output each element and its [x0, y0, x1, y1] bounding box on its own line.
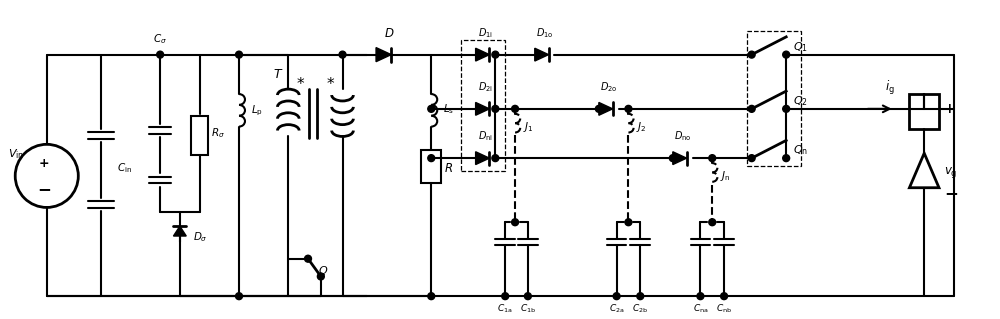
Text: −: −: [944, 184, 958, 202]
Bar: [191, 116, 208, 155]
Text: +: +: [38, 157, 49, 170]
Polygon shape: [476, 102, 489, 115]
Text: $D_{\rm no}$: $D_{\rm no}$: [674, 130, 691, 143]
Text: $D_{\rm 2i}$: $D_{\rm 2i}$: [478, 80, 493, 94]
Circle shape: [524, 293, 531, 300]
Text: $C_{\rm 2a}$: $C_{\rm 2a}$: [609, 302, 624, 315]
Circle shape: [428, 155, 435, 162]
Text: $J_{\rm n}$: $J_{\rm n}$: [720, 169, 731, 183]
Text: $C_{\rm 2b}$: $C_{\rm 2b}$: [632, 302, 648, 315]
Polygon shape: [173, 226, 186, 236]
Text: $Q$: $Q$: [318, 263, 328, 277]
Text: $R_\sigma$: $R_\sigma$: [211, 127, 225, 140]
Text: $D_{\rm 1i}$: $D_{\rm 1i}$: [478, 26, 493, 40]
Bar: [421, 150, 441, 183]
Text: $C_{\rm nb}$: $C_{\rm nb}$: [716, 302, 732, 315]
Polygon shape: [535, 48, 549, 61]
Bar: [461, 40, 505, 171]
Text: $R$: $R$: [444, 161, 453, 174]
Circle shape: [317, 273, 324, 280]
Circle shape: [613, 293, 620, 300]
Text: $C_{\rm 1a}$: $C_{\rm 1a}$: [497, 302, 513, 315]
Text: $V_{\rm in}$: $V_{\rm in}$: [8, 147, 24, 161]
Circle shape: [748, 155, 755, 162]
Circle shape: [625, 219, 632, 226]
Circle shape: [236, 293, 242, 300]
Circle shape: [783, 155, 790, 162]
Polygon shape: [673, 152, 687, 165]
Circle shape: [595, 105, 602, 112]
Circle shape: [492, 51, 499, 58]
Bar: [747, 31, 801, 166]
Text: $C_{\rm in}$: $C_{\rm in}$: [117, 161, 132, 175]
Circle shape: [492, 105, 499, 112]
Circle shape: [709, 155, 716, 162]
Circle shape: [625, 105, 632, 112]
Circle shape: [428, 293, 435, 300]
Text: $v_{\rm g}$: $v_{\rm g}$: [944, 166, 957, 181]
Polygon shape: [476, 152, 489, 165]
Text: $L_{\rm p}$: $L_{\rm p}$: [251, 104, 263, 118]
Text: $C_{\rm 1b}$: $C_{\rm 1b}$: [520, 302, 536, 315]
Polygon shape: [376, 48, 391, 62]
Circle shape: [669, 155, 676, 162]
Text: $i_{\rm g}$: $i_{\rm g}$: [885, 79, 895, 97]
Text: $J_1$: $J_1$: [523, 120, 534, 134]
Circle shape: [783, 51, 790, 58]
Circle shape: [339, 51, 346, 58]
Text: $D_\sigma$: $D_\sigma$: [193, 230, 207, 244]
Text: $Q_2$: $Q_2$: [793, 94, 808, 108]
Circle shape: [697, 293, 704, 300]
Circle shape: [748, 105, 755, 112]
Circle shape: [512, 105, 519, 112]
Circle shape: [236, 51, 242, 58]
Circle shape: [512, 219, 519, 226]
Text: $D_{\rm 1o}$: $D_{\rm 1o}$: [536, 26, 553, 40]
Circle shape: [502, 293, 509, 300]
Text: $D$: $D$: [384, 27, 394, 40]
Text: $T$: $T$: [273, 68, 283, 81]
Text: $J_2$: $J_2$: [636, 120, 647, 134]
Text: $D_{\rm ni}$: $D_{\rm ni}$: [478, 130, 493, 143]
Circle shape: [721, 293, 728, 300]
Text: $C_{\rm na}$: $C_{\rm na}$: [693, 302, 708, 315]
Polygon shape: [599, 102, 613, 115]
Text: −: −: [37, 180, 51, 198]
Bar: [909, 94, 939, 129]
Text: $Q_1$: $Q_1$: [793, 40, 808, 54]
Text: $D_{\rm 2o}$: $D_{\rm 2o}$: [600, 80, 618, 94]
Text: $C_\sigma$: $C_\sigma$: [153, 32, 167, 46]
Polygon shape: [476, 48, 489, 61]
Circle shape: [783, 105, 790, 112]
Circle shape: [305, 255, 311, 262]
Circle shape: [428, 105, 435, 112]
Circle shape: [637, 293, 644, 300]
Circle shape: [709, 219, 716, 226]
Polygon shape: [909, 153, 939, 188]
Text: *: *: [327, 77, 335, 92]
Text: $Q_{\rm n}$: $Q_{\rm n}$: [793, 143, 808, 157]
Circle shape: [492, 155, 499, 162]
Text: $L_{\rm s}$: $L_{\rm s}$: [443, 102, 454, 116]
Text: *: *: [296, 77, 304, 92]
Circle shape: [748, 51, 755, 58]
Circle shape: [157, 51, 164, 58]
Text: +: +: [944, 102, 956, 116]
